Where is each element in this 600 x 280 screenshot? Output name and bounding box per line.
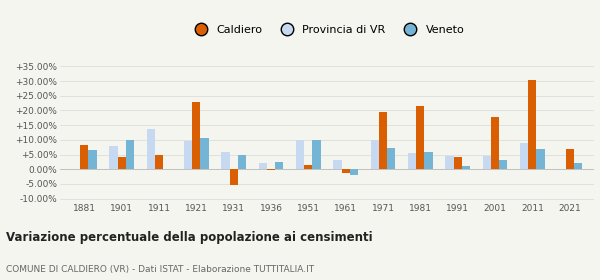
Text: COMUNE DI CALDIERO (VR) - Dati ISTAT - Elaborazione TUTTITALIA.IT: COMUNE DI CALDIERO (VR) - Dati ISTAT - E…	[6, 265, 314, 274]
Bar	[304, 165, 313, 169]
Bar	[238, 155, 246, 169]
Bar	[491, 117, 499, 169]
Bar	[155, 155, 163, 169]
Bar	[275, 162, 283, 169]
Bar	[259, 163, 267, 169]
Bar	[387, 148, 395, 169]
Bar	[200, 138, 209, 169]
Bar	[379, 112, 387, 169]
Bar	[424, 152, 433, 169]
Bar	[126, 140, 134, 169]
Bar	[536, 149, 545, 169]
Bar	[80, 145, 88, 169]
Bar	[416, 106, 424, 169]
Bar	[313, 140, 320, 169]
Bar	[118, 157, 126, 169]
Bar	[350, 169, 358, 175]
Bar	[528, 80, 536, 169]
Bar	[109, 146, 118, 169]
Bar	[371, 140, 379, 169]
Legend: Caldiero, Provincia di VR, Veneto: Caldiero, Provincia di VR, Veneto	[185, 21, 469, 40]
Bar	[574, 163, 582, 169]
Bar	[184, 141, 192, 169]
Bar	[221, 151, 230, 169]
Bar	[499, 160, 508, 169]
Bar	[445, 156, 454, 169]
Bar	[334, 160, 341, 169]
Bar	[483, 156, 491, 169]
Bar	[520, 143, 528, 169]
Bar	[454, 157, 462, 169]
Bar	[408, 153, 416, 169]
Bar	[192, 102, 200, 169]
Bar	[296, 140, 304, 169]
Bar	[88, 150, 97, 169]
Bar	[462, 166, 470, 169]
Bar	[267, 169, 275, 170]
Bar	[146, 129, 155, 169]
Bar	[341, 169, 350, 173]
Bar	[230, 169, 238, 185]
Text: Variazione percentuale della popolazione ai censimenti: Variazione percentuale della popolazione…	[6, 231, 373, 244]
Bar	[566, 149, 574, 169]
